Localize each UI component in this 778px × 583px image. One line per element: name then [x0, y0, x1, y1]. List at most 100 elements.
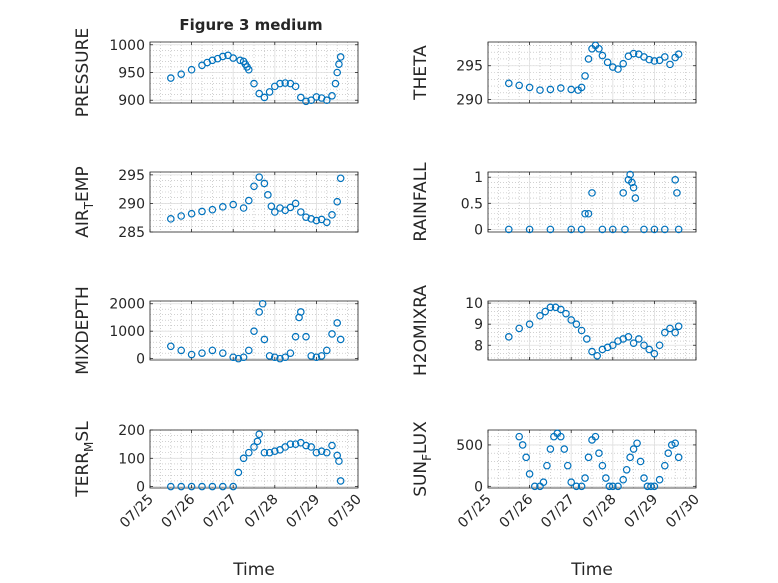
data-point: [219, 482, 227, 491]
data-point: [333, 319, 342, 327]
data-point: [255, 173, 264, 181]
y-axis-label-part: SL: [73, 421, 93, 442]
data-point: [302, 332, 310, 341]
data-point: [302, 213, 310, 221]
data-point: [608, 482, 617, 491]
data-point: [660, 328, 669, 337]
y-axis-label-sub: T: [82, 201, 96, 210]
y-tick-label: 290: [456, 93, 483, 109]
data-point: [307, 352, 316, 360]
data-point: [219, 349, 227, 357]
data-point: [598, 461, 607, 470]
axes-box: [487, 171, 697, 233]
data-point: [312, 353, 321, 362]
data-point: [198, 207, 206, 216]
data-point: [666, 60, 674, 69]
data-point: [302, 441, 310, 450]
data-point: [671, 439, 680, 448]
y-axis-label-part: SUN: [411, 461, 431, 497]
data-point: [634, 335, 643, 343]
data-point: [546, 85, 555, 94]
data-point: [281, 353, 290, 362]
data-point: [650, 225, 659, 234]
data-point: [333, 197, 342, 206]
data-point: [629, 339, 638, 347]
data-point: [619, 189, 628, 197]
data-point: [276, 79, 284, 88]
y-tick-label: 295: [118, 168, 145, 184]
y-tick-label: 1000: [109, 38, 145, 54]
data-point: [264, 191, 272, 199]
axes-box: [149, 300, 359, 361]
data-point: [296, 93, 305, 102]
data-point: [312, 93, 321, 101]
data-point: [674, 322, 683, 331]
y-tick-label: 2000: [109, 297, 145, 313]
data-point: [650, 482, 659, 491]
data-point: [229, 200, 238, 209]
data-point: [296, 208, 305, 216]
data-point: [336, 477, 345, 485]
y-axis-label: PRESSURE: [73, 28, 93, 117]
data-point: [539, 478, 548, 487]
data-point: [260, 448, 269, 457]
data-point: [250, 443, 258, 451]
y-axis-label: MIXDEPTH: [73, 286, 93, 375]
y-axis-label-sub: F: [420, 454, 434, 461]
data-point: [525, 470, 534, 478]
axes-box: [487, 429, 697, 489]
data-point: [674, 453, 683, 462]
data-point: [614, 65, 622, 73]
data-point: [239, 353, 248, 362]
data-point: [276, 354, 284, 363]
y-tick-label: 0: [136, 352, 145, 368]
data-point: [291, 332, 300, 341]
subplot-2: 290 295 THETA: [411, 41, 697, 109]
data-point: [522, 453, 530, 462]
data-point: [187, 209, 196, 218]
data-point: [504, 79, 513, 88]
subplot-5: 0 1000 2000 MIXDEPTH: [73, 286, 359, 375]
y-axis-label: TERRMSL: [73, 421, 96, 498]
data-point: [245, 448, 253, 457]
data-point: [335, 457, 343, 465]
data-point: [187, 350, 196, 359]
data-point: [577, 482, 586, 491]
data-point: [536, 86, 544, 94]
data-point: [267, 202, 276, 211]
data-point: [666, 324, 674, 333]
data-point: [260, 179, 269, 188]
data-point: [167, 482, 175, 491]
data-point: [619, 475, 628, 484]
axes-box: [149, 171, 359, 233]
data-point: [515, 81, 524, 90]
data-point: [556, 305, 565, 314]
data-point: [671, 176, 680, 184]
data-point: [577, 225, 586, 234]
y-tick-label: 8: [474, 338, 483, 354]
data-point: [567, 225, 576, 234]
data-point: [621, 225, 629, 234]
data-point: [602, 474, 610, 482]
data-point: [518, 441, 527, 449]
data-point: [530, 482, 539, 491]
data-point: [265, 88, 274, 96]
data-point: [236, 56, 244, 65]
y-tick-label: 100: [118, 451, 145, 467]
data-point: [605, 482, 614, 491]
figure-title: Figure 3 medium: [179, 16, 322, 34]
data-point: [219, 52, 227, 61]
data-point: [572, 320, 581, 328]
data-point: [577, 326, 586, 335]
data-point: [640, 225, 648, 234]
data-point: [255, 430, 264, 439]
data-point: [543, 461, 551, 470]
data-point: [253, 437, 262, 446]
data-point: [577, 83, 586, 92]
data-point: [270, 353, 279, 362]
data-point: [560, 445, 569, 453]
data-point: [307, 215, 316, 223]
data-point: [655, 56, 664, 65]
data-point: [660, 53, 669, 61]
y-tick-label: 0.5: [461, 196, 483, 212]
